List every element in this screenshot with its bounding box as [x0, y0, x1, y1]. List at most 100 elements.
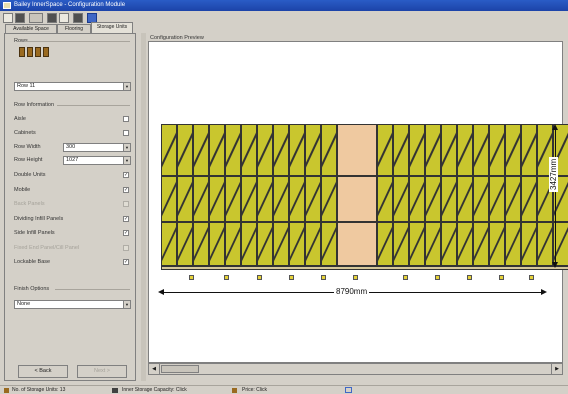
storage-unit	[409, 176, 425, 222]
storage-unit	[409, 222, 425, 266]
storage-unit	[457, 222, 473, 266]
rows-divider	[25, 41, 130, 42]
chevron-down-icon[interactable]: ▼	[123, 301, 130, 308]
storage-unit	[161, 124, 177, 176]
aisle-gap	[337, 222, 377, 266]
option-label: Fixed End Panel/Cill Panel	[14, 244, 80, 251]
aisle-label: Aisle	[14, 116, 26, 122]
storage-unit	[489, 222, 505, 266]
window-title: Bailey InnerSpace - Configuration Module	[14, 2, 126, 8]
storage-unit	[289, 124, 305, 176]
storage-unit	[161, 222, 177, 266]
print-icon[interactable]	[59, 13, 69, 23]
storage-units-panel: Rows Row 11 ▼ Row Information Aisle Cabi…	[4, 33, 136, 381]
floor-plan-icon[interactable]	[47, 13, 57, 23]
configuration-preview-canvas[interactable]: 8790mm 3427mm	[148, 41, 568, 363]
tab-available-space-label: Available Space	[13, 26, 49, 32]
storage-unit	[225, 124, 241, 176]
lock-icon	[353, 275, 358, 280]
scroll-thumb[interactable]	[161, 365, 199, 373]
cabinets-checkbox[interactable]	[123, 130, 129, 136]
storage-unit	[489, 176, 505, 222]
horizontal-scrollbar[interactable]: ◀ ▶	[148, 363, 563, 375]
storage-unit	[441, 222, 457, 266]
tab-flooring[interactable]: Flooring	[57, 24, 91, 33]
storage-unit	[193, 222, 209, 266]
storage-unit	[473, 124, 489, 176]
option-label: Lockable Base	[14, 259, 51, 265]
save-icon[interactable]	[15, 13, 25, 23]
next-button-label: Next >	[93, 368, 111, 374]
option-checkbox[interactable]	[123, 201, 129, 207]
storage-unit	[273, 176, 289, 222]
undo-icon[interactable]	[29, 13, 43, 23]
option-checkbox[interactable]: ✓	[123, 230, 129, 236]
scroll-right-icon[interactable]: ▶	[551, 364, 562, 374]
row-width-value: 300	[66, 144, 76, 150]
storage-unit	[305, 176, 321, 222]
aisle-gap	[337, 124, 377, 176]
app-icon	[3, 2, 11, 9]
storage-unit	[209, 124, 225, 176]
row-base	[161, 266, 568, 270]
storage-unit	[257, 176, 273, 222]
rows-icon[interactable]	[19, 47, 49, 57]
row-height-select[interactable]: 1027 ▼	[63, 156, 131, 165]
storage-unit	[257, 124, 273, 176]
row-select-value: Row 11	[17, 83, 36, 89]
storage-unit	[377, 124, 393, 176]
chevron-down-icon[interactable]: ▼	[123, 157, 130, 164]
option-label: Dividing Infill Panels	[14, 215, 64, 222]
back-button-label: < Back	[34, 368, 52, 374]
option-label: Mobile	[14, 186, 31, 193]
right-arrow-icon	[541, 289, 547, 295]
back-button[interactable]: < Back	[18, 365, 68, 378]
storage-unit	[257, 222, 273, 266]
finish-divider	[55, 289, 130, 290]
aisle-checkbox[interactable]	[123, 116, 129, 122]
row-height-label: Row Height	[14, 157, 43, 163]
height-dimension-label: 3427mm	[549, 156, 558, 192]
status-capacity: Inner Storage Capacity: Click	[122, 387, 187, 393]
option-checkbox[interactable]: ✓	[123, 215, 129, 222]
lock-icon	[529, 275, 534, 280]
scroll-left-icon[interactable]: ◀	[149, 364, 160, 374]
finish-select[interactable]: None ▼	[14, 300, 131, 309]
storage-unit	[489, 124, 505, 176]
status-units: No. of Storage Units: 13	[12, 387, 66, 393]
option-label: Double Units	[14, 172, 46, 178]
option-checkbox[interactable]: ✓	[123, 186, 129, 193]
storage-unit	[393, 124, 409, 176]
storage-units-icon	[4, 388, 9, 393]
row-select[interactable]: Row 11 ▼	[14, 82, 131, 91]
lock-icon	[321, 275, 326, 280]
next-button[interactable]: Next >	[77, 365, 127, 378]
info-icon	[345, 387, 352, 393]
storage-unit	[521, 176, 537, 222]
option-checkbox[interactable]: ✓	[123, 172, 129, 178]
new-file-icon[interactable]	[3, 13, 13, 23]
storage-unit	[241, 222, 257, 266]
option-checkbox[interactable]: ✓	[123, 259, 129, 265]
tab-available-space[interactable]: Available Space	[5, 24, 57, 33]
storage-unit	[273, 124, 289, 176]
tab-storage-units[interactable]: Storage Units	[91, 22, 133, 33]
storage-unit	[193, 176, 209, 222]
storage-unit	[321, 124, 337, 176]
panel-splitter[interactable]	[141, 33, 146, 381]
width-dimension-label: 8790mm	[334, 287, 370, 296]
storage-unit	[505, 222, 521, 266]
aisle-gap	[337, 176, 377, 222]
lock-icon	[499, 275, 504, 280]
chevron-down-icon[interactable]: ▼	[123, 83, 130, 90]
storage-unit	[505, 176, 521, 222]
storage-unit	[441, 176, 457, 222]
toolbar	[0, 11, 568, 25]
printer-icon[interactable]	[73, 13, 83, 23]
chevron-down-icon[interactable]: ▼	[123, 144, 130, 151]
option-checkbox[interactable]	[123, 244, 129, 251]
option-label: Back Panels	[14, 201, 45, 207]
finish-value: None	[17, 301, 31, 307]
row-width-select[interactable]: 300 ▼	[63, 143, 131, 152]
storage-unit	[377, 222, 393, 266]
